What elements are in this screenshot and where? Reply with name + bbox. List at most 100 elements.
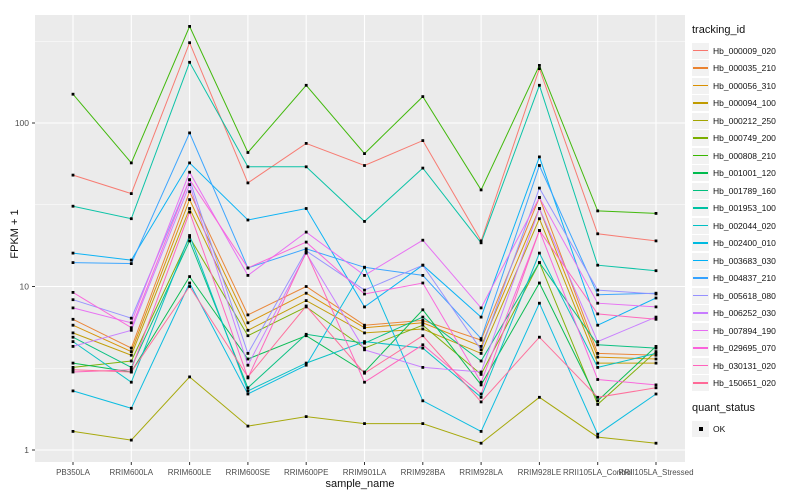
data-point <box>538 335 541 339</box>
data-point <box>479 239 483 243</box>
data-point <box>304 291 308 295</box>
data-point <box>596 361 600 365</box>
data-point <box>246 389 250 393</box>
data-point <box>129 328 133 332</box>
x-tick-label: RRIM928BA <box>401 468 446 477</box>
data-point <box>479 383 483 387</box>
data-point <box>188 161 191 165</box>
legend-title: tracking_id <box>692 24 746 36</box>
data-point <box>129 353 133 357</box>
data-point <box>363 340 366 343</box>
legend-item-label: Hb_000808_210 <box>713 150 776 161</box>
legend2-items: OK <box>692 420 800 438</box>
data-point <box>596 288 600 292</box>
data-point <box>654 361 658 365</box>
legend-item-label: Hb_007894_190 <box>713 325 776 336</box>
data-point <box>596 378 600 381</box>
data-point <box>479 400 483 404</box>
data-point <box>304 230 308 234</box>
legend-item-label: Hb_006252_030 <box>713 308 776 319</box>
data-point <box>304 142 308 145</box>
data-point <box>479 370 483 374</box>
x-tick-label: RRIM600LA <box>110 468 154 477</box>
data-point <box>129 258 133 262</box>
data-point <box>188 275 191 278</box>
data-point <box>421 422 425 425</box>
data-point <box>129 366 133 369</box>
data-point <box>421 343 425 347</box>
data-point <box>188 235 191 239</box>
legend-key-line-icon <box>692 112 709 129</box>
legend-item: Hb_001001_120 <box>692 165 800 183</box>
data-point <box>71 368 75 372</box>
legend-item-label: Hb_150651_020 <box>713 378 776 389</box>
legend-key-line-icon <box>692 375 709 392</box>
data-point <box>479 430 483 433</box>
legend-key-line-icon <box>692 357 709 374</box>
data-point <box>654 392 658 396</box>
data-point <box>596 403 600 406</box>
data-point <box>596 395 600 399</box>
data-point <box>538 207 541 210</box>
data-point <box>71 317 75 321</box>
legend-item-label: OK <box>713 423 726 434</box>
data-point <box>71 430 75 433</box>
data-point <box>363 371 366 375</box>
data-point <box>246 266 250 270</box>
data-point <box>421 323 425 327</box>
data-point <box>246 313 250 317</box>
data-point <box>304 304 308 308</box>
data-point <box>596 209 600 213</box>
data-point <box>129 262 133 265</box>
data-point <box>538 395 541 399</box>
x-tick-label: RRIM600LE <box>168 468 212 477</box>
data-point <box>71 251 75 255</box>
legend-key-line-icon <box>692 95 709 112</box>
data-point <box>363 422 366 425</box>
data-point <box>71 306 75 310</box>
data-point <box>421 308 425 312</box>
data-point <box>479 241 483 245</box>
data-point <box>246 321 250 325</box>
legend-item-label: Hb_030131_020 <box>713 360 776 371</box>
legend-item-label: Hb_001789_160 <box>713 185 776 196</box>
data-point <box>421 238 425 242</box>
data-point <box>421 139 425 142</box>
legend-items: Hb_000009_020 Hb_000035_210 Hb_000056_310 H… <box>692 42 800 392</box>
legend-item: Hb_004837_210 <box>692 270 800 288</box>
data-point <box>71 345 75 348</box>
legend-key-line-icon <box>692 235 709 252</box>
data-point <box>188 41 191 45</box>
legend-item: Hb_000035_210 <box>692 60 800 78</box>
legend-item: Hb_000749_200 <box>692 130 800 148</box>
data-point <box>246 218 250 222</box>
data-point <box>188 60 191 64</box>
legend-item: Hb_030131_020 <box>692 357 800 375</box>
data-point <box>654 239 658 243</box>
data-point <box>304 240 308 244</box>
data-point <box>363 323 366 327</box>
legend-item-label: Hb_001001_120 <box>713 168 776 179</box>
legend-item-label: Hb_000056_310 <box>713 80 776 91</box>
data-point <box>596 263 600 267</box>
data-point <box>479 441 483 445</box>
data-point <box>188 25 191 28</box>
data-point <box>363 152 366 155</box>
legend-key-line-icon <box>692 305 709 322</box>
legend-key-line-icon <box>692 130 709 147</box>
data-point <box>654 212 658 215</box>
data-point <box>71 340 75 343</box>
legend-key-line-icon <box>692 252 709 269</box>
data-point <box>363 292 366 296</box>
x-tick-label: RRII105LA_Stressed <box>618 468 693 477</box>
plot-panel <box>35 15 685 462</box>
x-tick-label: PB350LA <box>56 468 90 477</box>
legend-item: Hb_000009_020 <box>692 42 800 60</box>
data-point <box>188 375 191 379</box>
data-point <box>246 424 250 428</box>
data-point <box>421 321 425 325</box>
legend-item: Hb_001953_100 <box>692 200 800 218</box>
data-point <box>129 217 133 221</box>
data-point <box>246 165 250 169</box>
data-point <box>479 348 483 352</box>
